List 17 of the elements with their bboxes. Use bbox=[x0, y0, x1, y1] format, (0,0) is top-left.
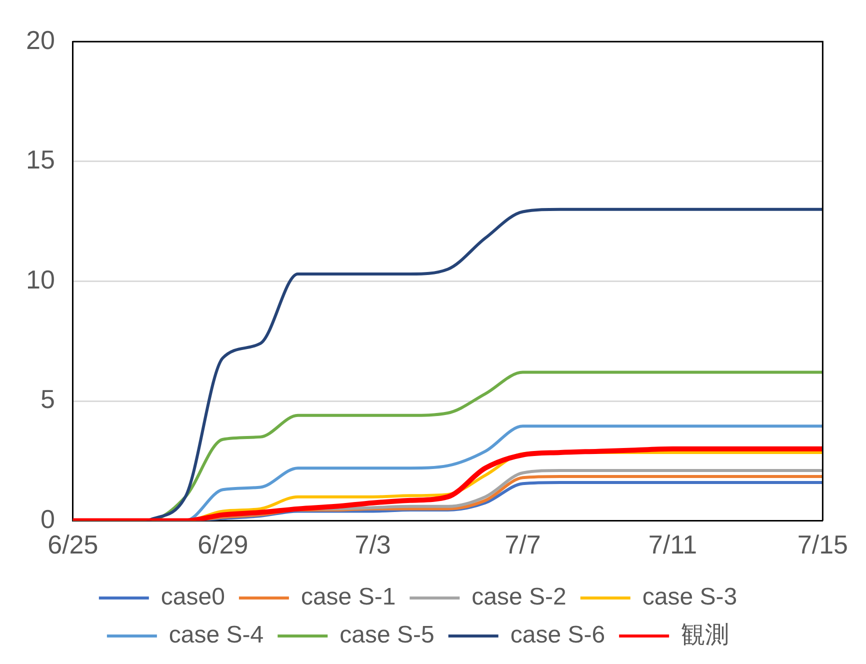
x-tick-label: 7/15 bbox=[797, 530, 848, 560]
x-tick-label: 6/29 bbox=[198, 530, 248, 560]
legend-label: case S-2 bbox=[472, 584, 566, 611]
x-tick-label: 7/11 bbox=[648, 530, 698, 560]
legend-label: case S-6 bbox=[510, 622, 606, 649]
y-tick-label: 10 bbox=[26, 264, 55, 294]
legend-label: case S-5 bbox=[340, 622, 434, 649]
legend-label: case0 bbox=[160, 584, 225, 611]
legend-label: case S-4 bbox=[168, 622, 264, 649]
y-tick-label: 5 bbox=[40, 384, 55, 414]
x-tick-label: 7/7 bbox=[504, 530, 541, 560]
y-tick-label: 20 bbox=[26, 24, 55, 55]
legend-label: case S-3 bbox=[642, 584, 738, 611]
legend-label: 観測 bbox=[681, 622, 730, 649]
y-tick-label: 15 bbox=[26, 144, 55, 175]
x-tick-label: 7/3 bbox=[354, 530, 391, 560]
legend-label: case S-1 bbox=[300, 584, 396, 611]
